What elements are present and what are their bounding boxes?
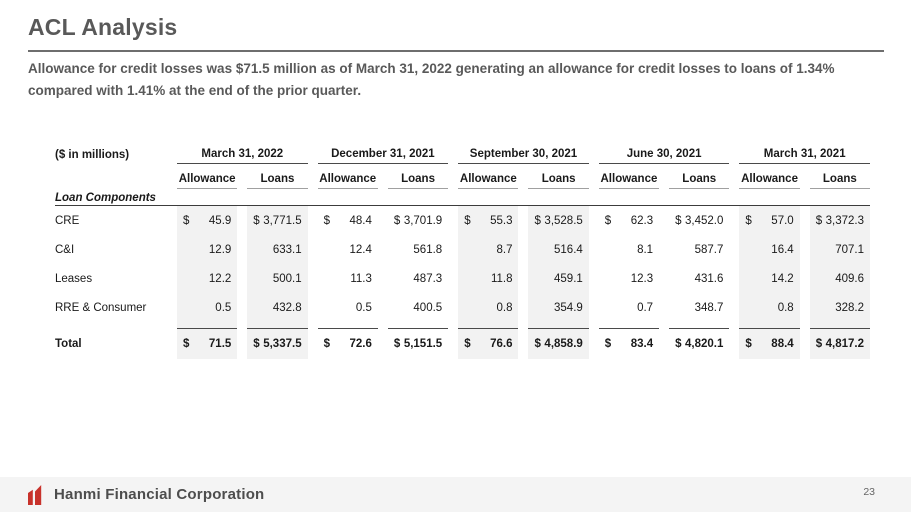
row-label-rre-consumer: RRE & Consumer [55, 301, 147, 314]
table-cell: 8.1 [637, 243, 654, 256]
table-cell: $3,528.5 [528, 206, 589, 235]
subheader-allowance: Allowance [739, 173, 800, 189]
slide-subtitle: Allowance for credit losses was $71.5 mi… [28, 61, 835, 99]
spacer-cell [739, 322, 800, 328]
company-name: Hanmi Financial Corporation [54, 486, 265, 503]
table-cell: 0.5 [355, 301, 372, 314]
table-row-ci: C&I 12.9 633.1 12.4 561.8 8.7 516.4 8.1 … [55, 235, 870, 264]
period-header-mar-31-2022: March 31, 2022 [177, 148, 308, 164]
table-cell: $45.9 [177, 206, 238, 235]
subheader-loans: Loans [528, 173, 589, 189]
table-cell: $71.5 [177, 328, 238, 359]
table-cell: 633.1 [247, 235, 308, 264]
subheader-allowance: Allowance [317, 173, 378, 189]
table-cell: 431.6 [694, 272, 724, 285]
table-cell: $4,817.2 [809, 328, 870, 359]
period-header-sep-30-2021: September 30, 2021 [458, 148, 589, 164]
loan-components-label: Loan Components [55, 192, 156, 204]
table-cell: 11.8 [458, 264, 519, 293]
table-cell: $48.4 [323, 214, 372, 227]
spacer-cell [177, 322, 238, 328]
table-cell: 409.6 [809, 264, 870, 293]
table-cell: 354.9 [528, 293, 589, 322]
table-cell: $5,151.5 [387, 328, 449, 359]
table-cell: $4,858.9 [528, 328, 589, 359]
period-header-dec-31-2021: December 31, 2021 [317, 148, 449, 164]
table-cell: 432.8 [247, 293, 308, 322]
table-cell: 12.3 [630, 272, 654, 285]
table-cell: $62.3 [604, 214, 654, 227]
row-group-header: Loan Components [55, 189, 870, 206]
table-cell: 14.2 [739, 264, 800, 293]
table-cell: 348.7 [694, 301, 724, 314]
spacer-cell [528, 322, 589, 328]
table-cell: $76.6 [458, 328, 519, 359]
table-cell: 16.4 [739, 235, 800, 264]
page-number: 23 [863, 486, 875, 498]
row-label-total: Total [55, 337, 82, 350]
period-header-jun-30-2021: June 30, 2021 [598, 148, 730, 164]
page-title: ACL Analysis [28, 14, 178, 40]
table-cell: $3,452.0 [675, 214, 724, 227]
subheader-loans: Loans [669, 173, 730, 189]
subheader-allowance: Allowance [177, 173, 238, 189]
table-cell: 0.5 [177, 293, 238, 322]
table-cell: $3,372.3 [809, 206, 870, 235]
row-label-leases: Leases [55, 272, 93, 285]
subheader-allowance: Allowance [598, 173, 660, 189]
table-row-rre-consumer: RRE & Consumer 0.5 432.8 0.5 400.5 0.8 3… [55, 293, 870, 322]
row-label-ci: C&I [55, 243, 75, 256]
table-cell: 0.8 [739, 293, 800, 322]
table-subheader-row: Allowance Loans Allowance Loans Allowanc… [55, 164, 870, 189]
table-cell: $55.3 [458, 206, 519, 235]
row-label-cre: CRE [55, 214, 80, 227]
table-cell: 561.8 [413, 243, 443, 256]
spacer-cell [247, 322, 308, 328]
table-cell: $88.4 [739, 328, 800, 359]
acl-analysis-table: ($ in millions) March 31, 2022 December … [55, 140, 870, 359]
table-cell: 500.1 [247, 264, 308, 293]
spacer-cell [458, 322, 519, 328]
table-cell: 0.7 [637, 301, 654, 314]
table-cell: 328.2 [809, 293, 870, 322]
footer-band: Hanmi Financial Corporation 23 [0, 477, 911, 512]
table-cell: 12.9 [177, 235, 238, 264]
period-header-mar-31-2021: March 31, 2021 [739, 148, 870, 164]
table-cell: $4,820.1 [669, 328, 730, 359]
table-cell: 11.3 [350, 272, 372, 285]
table-period-header-row: ($ in millions) March 31, 2022 December … [55, 140, 870, 164]
hanmi-logo-icon [28, 485, 42, 505]
table-cell: 0.8 [458, 293, 519, 322]
table-cell: $5,337.5 [247, 328, 308, 359]
table-row-total: Total $71.5 $5,337.5 $72.6 $5,151.5 $76.… [55, 328, 870, 359]
spacer-cell [809, 322, 870, 328]
subheader-loans: Loans [809, 173, 870, 189]
table-cell: 487.3 [413, 272, 443, 285]
table-cell: $3,771.5 [247, 206, 308, 235]
table-row-cre: CRE $45.9 $3,771.5 $48.4 $3,701.9 $55.3 … [55, 206, 870, 235]
title-divider [28, 50, 884, 52]
subheader-allowance: Allowance [458, 173, 519, 189]
table-row-leases: Leases 12.2 500.1 11.3 487.3 11.8 459.1 … [55, 264, 870, 293]
table-cell: 459.1 [528, 264, 589, 293]
table-cell: 12.4 [349, 243, 372, 256]
table-cell: 516.4 [528, 235, 589, 264]
table-cell: $72.6 [317, 328, 378, 359]
units-label: ($ in millions) [55, 149, 130, 161]
table-cell: $3,701.9 [393, 214, 443, 227]
table-cell: 587.7 [694, 243, 724, 256]
table-cell: 8.7 [458, 235, 519, 264]
table-cell: $83.4 [598, 328, 660, 359]
table-cell: 707.1 [809, 235, 870, 264]
table-cell: 400.5 [413, 301, 443, 314]
table-cell: 12.2 [177, 264, 238, 293]
subheader-loans: Loans [247, 173, 308, 189]
table-spacer-row [55, 322, 870, 328]
table-cell: $57.0 [739, 206, 800, 235]
subheader-loans: Loans [387, 173, 449, 189]
